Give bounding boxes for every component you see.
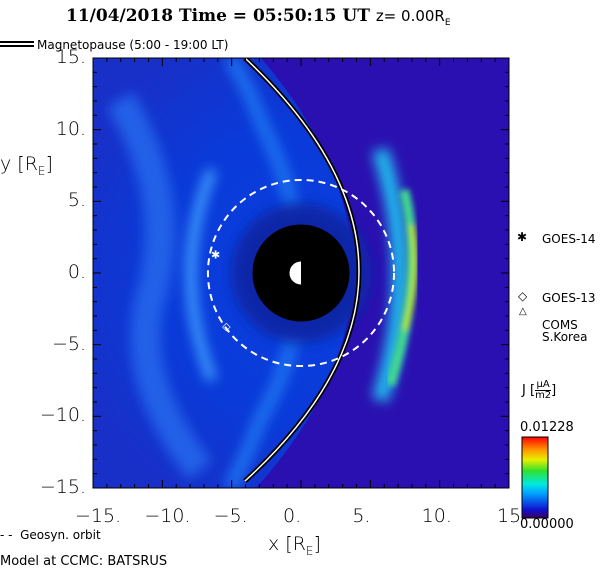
y-tick-label: −15. [39,476,86,498]
plot-title: 11/04/2018 Time = 05:50:15 UT z= 0.00RE [66,6,451,28]
title-z: z= 0.00RE [375,7,451,28]
x-tick-label: −10. [144,505,191,527]
geosyn-legend-label: Geosyn. orbit [20,528,101,542]
x-tick-label: 15 [497,505,522,527]
goes14-legend-label: GOES-14 [542,232,596,246]
y-tick-label: 5. [67,189,86,212]
x-axis-label: x [RE] [268,533,321,558]
heatmap-field [93,58,509,488]
x-tick-label: −15. [75,505,122,527]
asterisk-marker-goes-14: ✱ [211,248,220,261]
y-tick-label: −10. [39,404,86,427]
colorbar-unit-den: m2 [535,390,552,401]
colorbar-j: J [522,383,526,398]
colorbar-max: 0.01228 [520,420,574,435]
x-tick-label: 10. [421,505,452,527]
y-axis-label: y [RE] [0,153,53,178]
asterisk-icon: ✱ [517,230,528,244]
svg-text:△: △ [519,306,527,317]
ylabel-text: y [R [0,153,38,175]
y-tick-label: −5. [51,332,86,355]
y-tick-label: 15. [55,46,86,68]
goes13-legend-label: GOES-13 [542,291,596,305]
z-sub: E [444,18,451,28]
xlabel-text: x [R [268,533,306,555]
x-tick-label: 5. [352,505,371,527]
colorbar-unit-num: µA [535,379,552,391]
title-time: Time = 05:50:15 UT [178,6,370,26]
geosyn-legend: - - Geosyn. orbit [0,528,101,542]
colorbar-title: J [µA m2] [522,379,557,401]
axis-ticks [92,57,510,489]
title-date: 11/04/2018 [66,6,174,26]
coms-line2: S.Korea [542,330,588,344]
z-label: z= 0.00R [375,7,445,25]
colorbar [521,436,549,519]
model-credit: Model at CCMC: BATSRUS [0,554,168,569]
coms-legend-label: COMS S.Korea [542,319,587,343]
geosync-orbit [206,178,396,368]
magnetopause-legend-line [0,41,34,47]
ylabel-sub: E [37,163,46,178]
diamond-marker-goes-13: ◇ [222,320,231,333]
y-tick-label: 10. [55,117,86,140]
colorbar-min: 0.00000 [520,517,574,532]
x-tick-label: −5. [213,505,248,527]
xlabel-sub: E [305,543,314,558]
coms-line1: COMS [542,318,578,332]
magnetopause-legend-label: Magnetopause (5:00 - 19:00 LT) [37,38,229,52]
x-tick-label: 0. [283,505,302,527]
y-tick-label: 0. [67,261,86,283]
diamond-icon: ◇ [518,289,528,303]
